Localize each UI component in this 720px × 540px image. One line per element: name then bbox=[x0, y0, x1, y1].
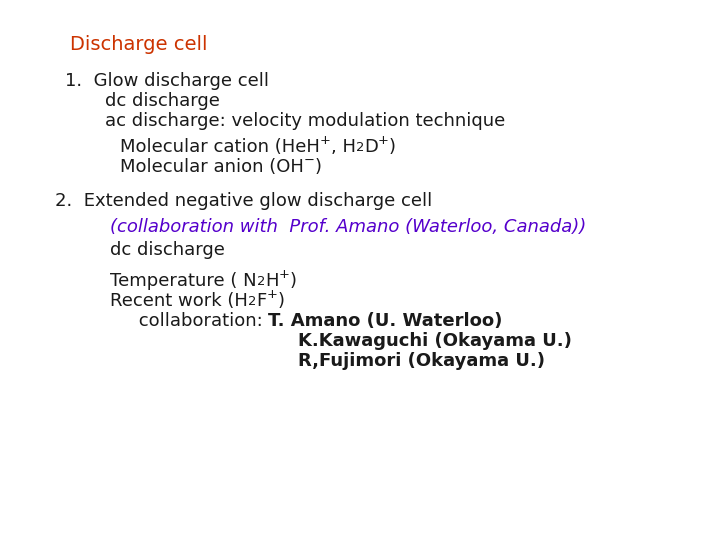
Text: ): ) bbox=[315, 158, 322, 176]
Text: +: + bbox=[378, 134, 389, 147]
Text: F: F bbox=[256, 292, 266, 310]
Text: 2: 2 bbox=[256, 275, 265, 288]
Text: ): ) bbox=[389, 138, 396, 156]
Text: ): ) bbox=[277, 292, 284, 310]
Text: ac discharge: velocity modulation technique: ac discharge: velocity modulation techni… bbox=[105, 112, 505, 130]
Text: ): ) bbox=[289, 272, 296, 290]
Text: +: + bbox=[279, 268, 289, 281]
Text: , H: , H bbox=[330, 138, 356, 156]
Text: D: D bbox=[364, 138, 378, 156]
Text: T. Amano (U. Waterloo): T. Amano (U. Waterloo) bbox=[269, 312, 503, 330]
Text: dc discharge: dc discharge bbox=[110, 241, 225, 259]
Text: R,Fujimori (Okayama U.): R,Fujimori (Okayama U.) bbox=[299, 352, 546, 370]
Text: Molecular cation (HeH: Molecular cation (HeH bbox=[120, 138, 320, 156]
Text: +: + bbox=[266, 288, 277, 301]
Text: Discharge cell: Discharge cell bbox=[70, 35, 207, 54]
Text: collaboration:: collaboration: bbox=[110, 312, 269, 330]
Text: Recent work (H: Recent work (H bbox=[110, 292, 248, 310]
Text: H: H bbox=[265, 272, 279, 290]
Text: (collaboration with  Prof. Amano (Waterloo, Canada)): (collaboration with Prof. Amano (Waterlo… bbox=[110, 218, 586, 236]
Text: dc discharge: dc discharge bbox=[105, 92, 220, 110]
Text: +: + bbox=[320, 134, 330, 147]
Text: 2: 2 bbox=[248, 295, 256, 308]
Text: 2.  Extended negative glow discharge cell: 2. Extended negative glow discharge cell bbox=[55, 192, 432, 210]
Text: K.Kawaguchi (Okayama U.): K.Kawaguchi (Okayama U.) bbox=[299, 332, 572, 350]
Text: Temperature ( N: Temperature ( N bbox=[110, 272, 256, 290]
Text: 1.  Glow discharge cell: 1. Glow discharge cell bbox=[65, 72, 269, 90]
Text: Molecular anion (OH: Molecular anion (OH bbox=[120, 158, 304, 176]
Text: −: − bbox=[304, 154, 315, 167]
Text: 2: 2 bbox=[356, 141, 364, 154]
